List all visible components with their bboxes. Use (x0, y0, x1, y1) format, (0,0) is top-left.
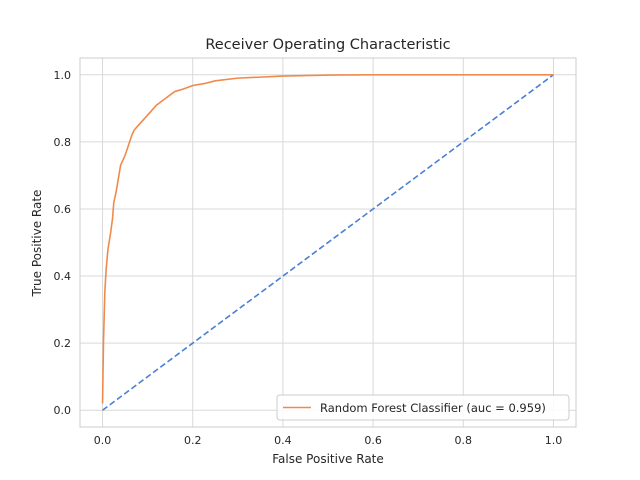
plot-frame (79, 57, 577, 428)
x-tick-label: 0.4 (274, 434, 292, 447)
legend-label-random-forest: Random Forest Classifier (auc = 0.959) (320, 401, 546, 415)
x-tick-label: 0.0 (94, 434, 112, 447)
chance-diagonal-line (102, 74, 554, 411)
x-axis-label: False Positive Rate (272, 452, 384, 466)
roc-curve-random-forest (101, 73, 554, 404)
tick-labels: 0.0 0.2 0.4 0.6 0.8 1.0 0.0 0.2 0.4 0.6 0.8 1.0 (54, 69, 563, 447)
chart-title: Receiver Operating Characteristic (205, 37, 450, 53)
y-tick-label: 0.0 (54, 404, 72, 417)
x-tick-label: 0.6 (364, 434, 382, 447)
legend-box (276, 394, 570, 421)
y-tick-label: 0.2 (54, 337, 72, 350)
legend: Random Forest Classifier (auc = 0.959) (276, 394, 570, 421)
y-tick-label: 0.4 (54, 270, 72, 283)
y-tick-label: 0.8 (54, 136, 72, 149)
y-tick-label: 0.6 (54, 203, 72, 216)
grid (80, 58, 576, 427)
x-tick-label: 0.2 (184, 434, 202, 447)
y-axis-label: True Positive Rate (30, 190, 44, 298)
y-tick-label: 1.0 (54, 69, 72, 82)
x-tick-label: 0.8 (455, 434, 473, 447)
series-layer (101, 73, 554, 411)
x-tick-label: 1.0 (545, 434, 563, 447)
